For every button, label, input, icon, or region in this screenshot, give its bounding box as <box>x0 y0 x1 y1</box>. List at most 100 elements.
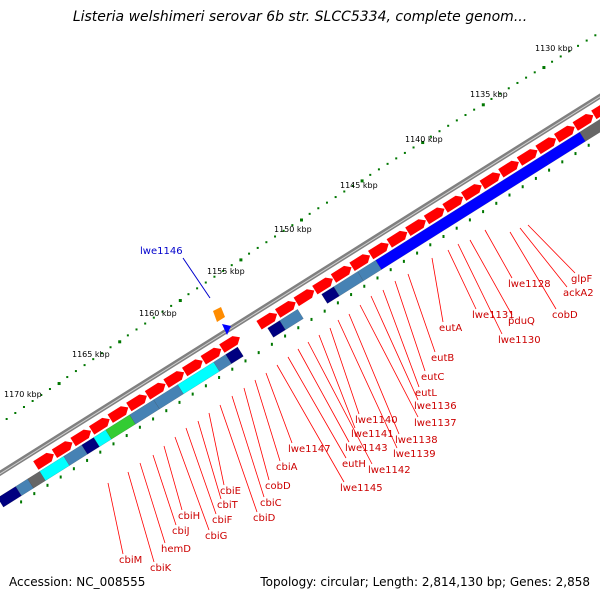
leader-line <box>307 341 373 465</box>
gene-arrow <box>554 125 575 143</box>
scale-tick <box>109 346 112 349</box>
scale-tick <box>403 151 406 154</box>
gene-arrow <box>312 277 333 295</box>
leader-line <box>329 327 360 415</box>
scale-tick <box>66 376 69 379</box>
inner-tick <box>86 458 89 462</box>
gene-label: lwe1128 <box>508 279 551 290</box>
scale-tick <box>83 364 86 367</box>
gene-arrow <box>219 336 240 353</box>
gene-arrow <box>442 195 464 213</box>
scale-tick-dots <box>5 34 597 420</box>
gene-label: cbiM <box>119 555 142 566</box>
scale-tick <box>343 190 346 193</box>
inner-tick <box>376 276 379 280</box>
leader-line <box>287 356 347 459</box>
gene-label: cbiK <box>150 563 172 574</box>
leader-line <box>527 224 576 274</box>
scale-labels: 1130 kbp 1135 kbp 1140 kbp 1145 kbp 1150 kbp… <box>4 44 573 399</box>
gene-label: lwe1145 <box>340 483 383 494</box>
inner-tick <box>33 492 36 496</box>
inner-tick <box>548 168 551 172</box>
scale-tick <box>118 340 122 344</box>
scale-label: 1145 kbp <box>340 181 378 190</box>
scale-tick <box>31 400 34 403</box>
leader-line <box>265 372 293 444</box>
scale-tick <box>499 92 502 95</box>
scale-tick <box>5 417 8 420</box>
scale-tick <box>568 50 571 53</box>
map-title: Listeria welshimeri serovar 6b str. SLCC… <box>72 9 528 25</box>
scale-tick <box>577 44 580 47</box>
inner-tick <box>46 483 49 487</box>
inner-tick <box>257 351 260 355</box>
gene-arrow <box>572 114 594 131</box>
inner-tick <box>534 176 537 180</box>
inner-tick <box>244 359 247 363</box>
leader-line <box>231 395 265 498</box>
scale-tick <box>57 382 61 386</box>
gene-label: cbiE <box>220 486 241 497</box>
leader-line <box>208 412 225 486</box>
scale-tick <box>196 287 199 290</box>
gene-arrow <box>349 254 371 271</box>
scale-tick <box>274 235 277 238</box>
scale-tick <box>438 130 441 133</box>
gene-label: ackA2 <box>563 288 594 299</box>
leader-line <box>219 404 258 513</box>
inner-tick <box>191 392 194 396</box>
scale-tick <box>170 304 173 307</box>
scale-tick <box>464 114 467 117</box>
backbone-highlight <box>0 96 600 475</box>
scale-tick <box>395 157 398 160</box>
scale-tick <box>22 405 25 408</box>
scale-label: 1170 kbp <box>4 390 42 399</box>
highlight-leader <box>182 257 211 299</box>
scale-tick <box>308 212 311 215</box>
scale-tick <box>594 34 597 37</box>
scale-tick <box>204 281 207 284</box>
scale-tick <box>126 334 129 337</box>
gene-label: lwe1143 <box>345 443 388 454</box>
leader-line <box>359 304 419 418</box>
leader-line <box>394 280 426 372</box>
inner-tick <box>310 317 313 321</box>
scale-tick <box>222 269 225 272</box>
scale-tick <box>187 293 190 296</box>
inner-tick <box>508 193 511 197</box>
scale-tick <box>447 124 450 127</box>
leader-line <box>297 348 350 443</box>
scale-tick <box>92 358 95 361</box>
gene-arrow <box>423 207 445 225</box>
inner-tick <box>72 467 75 471</box>
feature-block <box>105 414 136 440</box>
scale-tick <box>516 81 519 84</box>
inner-tick <box>152 417 155 421</box>
scale-tick <box>248 252 251 255</box>
inner-tick <box>363 284 366 288</box>
leader-line <box>348 313 400 435</box>
leader-line <box>163 445 183 511</box>
scale-tick <box>100 352 103 355</box>
gene-arrow <box>516 149 538 166</box>
scale-label: 1135 kbp <box>470 90 508 99</box>
scale-label: 1140 kbp <box>405 135 443 144</box>
inner-tick <box>336 301 339 305</box>
scale-tick <box>533 71 536 74</box>
scale-tick <box>144 322 147 325</box>
gene-label: cbiC <box>260 498 282 509</box>
feature-block <box>0 486 22 508</box>
gene-label: cobD <box>552 310 578 321</box>
scale-tick <box>542 66 546 70</box>
inner-tick <box>204 384 207 388</box>
scale-tick <box>421 141 425 145</box>
scale-tick <box>351 184 354 187</box>
leader-line <box>127 471 155 563</box>
scale-tick <box>135 328 138 331</box>
scale-tick <box>585 39 588 42</box>
leader-line <box>382 289 420 388</box>
gene-arrow <box>89 417 110 435</box>
gene-arrow <box>293 289 315 307</box>
